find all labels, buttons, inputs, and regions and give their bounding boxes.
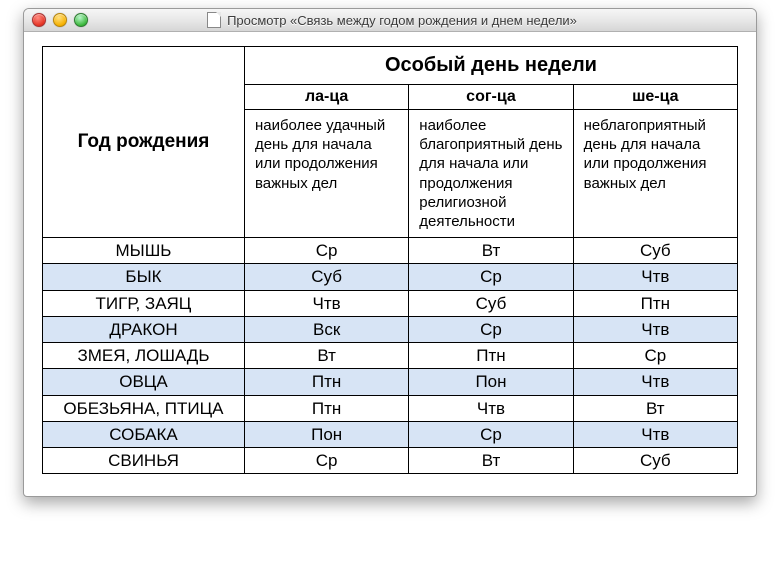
- cell-sog-tsa: Ср: [409, 264, 573, 290]
- table-row: СОБАКАПонСрЧтв: [43, 421, 738, 447]
- cell-she-tsa: Суб: [573, 448, 737, 474]
- cell-la-tsa: Ср: [244, 238, 408, 264]
- cell-sog-tsa: Пон: [409, 369, 573, 395]
- cell-sog-tsa: Вт: [409, 238, 573, 264]
- cell-she-tsa: Ср: [573, 343, 737, 369]
- table-row: ТИГР, ЗАЯЦЧтвСубПтн: [43, 290, 738, 316]
- table-row: ОБЕЗЬЯНА, ПТИЦАПтнЧтвВт: [43, 395, 738, 421]
- window-title-text: Просмотр «Связь между годом рождения и д…: [227, 13, 577, 28]
- cell-la-tsa: Чтв: [244, 290, 408, 316]
- table-body: МЫШЬСрВтСубБЫКСубСрЧтвТИГР, ЗАЯЦЧтвСубПт…: [43, 238, 738, 474]
- cell-la-tsa: Пон: [244, 421, 408, 447]
- cell-she-tsa: Чтв: [573, 369, 737, 395]
- table-row: ДРАКОНВскСрЧтв: [43, 316, 738, 342]
- cell-la-tsa: Птн: [244, 369, 408, 395]
- cell-she-tsa: Вт: [573, 395, 737, 421]
- cell-sog-tsa: Вт: [409, 448, 573, 474]
- cell-la-tsa: Ср: [244, 448, 408, 474]
- cell-sog-tsa: Ср: [409, 421, 573, 447]
- table-row: СВИНЬЯСрВтСуб: [43, 448, 738, 474]
- cell-animal: СВИНЬЯ: [43, 448, 245, 474]
- table-row: ОВЦАПтнПонЧтв: [43, 369, 738, 395]
- header-special-day: Особый день недели: [244, 47, 737, 85]
- days-table: Год рождения Особый день недели ла-ца со…: [42, 46, 738, 474]
- zoom-icon[interactable]: [74, 13, 88, 27]
- minimize-icon[interactable]: [53, 13, 67, 27]
- cell-she-tsa: Чтв: [573, 421, 737, 447]
- desc-sog-tsa: наиболее благоприятный день для начала и…: [409, 110, 573, 238]
- titlebar[interactable]: Просмотр «Связь между годом рождения и д…: [24, 9, 756, 32]
- cell-animal: ОВЦА: [43, 369, 245, 395]
- close-icon[interactable]: [32, 13, 46, 27]
- cell-animal: БЫК: [43, 264, 245, 290]
- cell-animal: ДРАКОН: [43, 316, 245, 342]
- cell-la-tsa: Птн: [244, 395, 408, 421]
- cell-animal: СОБАКА: [43, 421, 245, 447]
- traffic-lights: [24, 13, 88, 27]
- cell-sog-tsa: Птн: [409, 343, 573, 369]
- header-year: Год рождения: [43, 47, 245, 238]
- cell-she-tsa: Чтв: [573, 316, 737, 342]
- cell-she-tsa: Птн: [573, 290, 737, 316]
- cell-animal: МЫШЬ: [43, 238, 245, 264]
- table-row: МЫШЬСрВтСуб: [43, 238, 738, 264]
- cell-she-tsa: Чтв: [573, 264, 737, 290]
- content-area: Год рождения Особый день недели ла-ца со…: [24, 32, 756, 496]
- cell-animal: ТИГР, ЗАЯЦ: [43, 290, 245, 316]
- cell-animal: ЗМЕЯ, ЛОШАДЬ: [43, 343, 245, 369]
- cell-sog-tsa: Чтв: [409, 395, 573, 421]
- cell-she-tsa: Суб: [573, 238, 737, 264]
- cell-la-tsa: Вт: [244, 343, 408, 369]
- cell-la-tsa: Вск: [244, 316, 408, 342]
- table-row: БЫКСубСрЧтв: [43, 264, 738, 290]
- desc-she-tsa: неблагоприятный день для начала или прод…: [573, 110, 737, 238]
- desc-la-tsa: наиболее удачный день для начала или про…: [244, 110, 408, 238]
- cell-la-tsa: Суб: [244, 264, 408, 290]
- cell-animal: ОБЕЗЬЯНА, ПТИЦА: [43, 395, 245, 421]
- document-icon: [207, 12, 221, 28]
- cell-sog-tsa: Суб: [409, 290, 573, 316]
- subheader-sog-tsa: сог-ца: [409, 85, 573, 110]
- subheader-la-tsa: ла-ца: [244, 85, 408, 110]
- app-window: Просмотр «Связь между годом рождения и д…: [23, 8, 757, 497]
- cell-sog-tsa: Ср: [409, 316, 573, 342]
- window-title: Просмотр «Связь между годом рождения и д…: [88, 12, 756, 28]
- subheader-she-tsa: ше-ца: [573, 85, 737, 110]
- table-row: ЗМЕЯ, ЛОШАДЬВтПтнСр: [43, 343, 738, 369]
